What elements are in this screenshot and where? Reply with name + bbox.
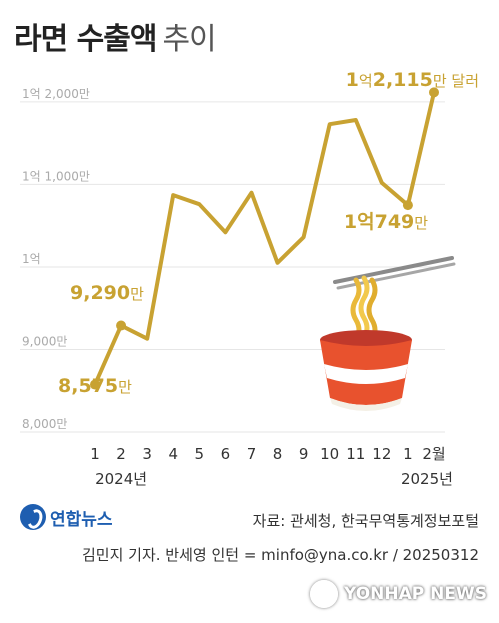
watermark-icon [310, 580, 339, 608]
watermark: YONHAP NEWS [310, 580, 487, 608]
y-tick-label: 1억 [22, 252, 41, 266]
logo-text: 연합뉴스 [50, 509, 113, 530]
data-point [429, 87, 439, 98]
y-tick-label: 1억 1,000만 [22, 169, 90, 183]
source-text: 자료: 관세청, 한국무역통계정보포털 [252, 512, 479, 530]
series-line [93, 90, 436, 387]
data-label: 9,290만 [70, 282, 144, 304]
x-tick-label: 2월 [422, 445, 445, 463]
x-tick-label: 2 [116, 445, 126, 463]
x-tick-label: 5 [195, 445, 205, 463]
y-tick-label: 8,000만 [22, 417, 67, 431]
x-tick-label: 12 [372, 445, 391, 463]
x-tick-label: 11 [346, 445, 365, 463]
y-tick-label: 1억 2,000만 [22, 87, 90, 101]
yonhap-logo: 연합뉴스 [20, 504, 113, 530]
data-label: 1억749만 [344, 211, 428, 233]
y-tick-label: 9,000만 [22, 334, 67, 348]
page-title: 라면 수출액 추이 [14, 14, 217, 58]
title-main: 라면 수출액 [14, 22, 157, 57]
x-tick-label: 1 [403, 445, 413, 463]
x-tick-label: 3 [142, 445, 152, 463]
line-chart: 8,000만 9,000만 1억 1억 1,000만 1억 2,000만 8,575만 9… [20, 69, 479, 488]
x-tick-label: 6 [221, 445, 231, 463]
title-sub: 추이 [162, 22, 216, 57]
credit-text: 김민지 기자. 반세영 인턴 = minfo@yna.co.kr / 20250… [82, 546, 479, 564]
x-tick-label: 7 [247, 445, 257, 463]
x-tick-label: 8 [273, 445, 283, 463]
x-tick-label: 1 [90, 445, 100, 463]
footer: 연합뉴스 자료: 관세청, 한국무역통계정보포털 김민지 기자. 반세영 인턴 … [0, 500, 499, 623]
data-label: 8,575만 [58, 375, 132, 397]
data-points [90, 87, 439, 390]
y-axis-ticks: 8,000만 9,000만 1억 1억 1,000만 1억 2,000만 [22, 87, 90, 431]
x-tick-label: 4 [168, 445, 178, 463]
x-year-label: 2025년 [401, 470, 453, 488]
watermark-text: YONHAP NEWS [344, 584, 487, 604]
ramen-cup-icon [320, 256, 456, 411]
data-labels: 8,575만 9,290만 1억749만 1억2,115만 달러 [58, 69, 479, 397]
data-point [90, 379, 100, 390]
data-label: 1억2,115만 달러 [346, 69, 479, 91]
data-point [116, 320, 127, 331]
x-tick-label: 10 [320, 445, 339, 463]
x-year-label: 2024년 [95, 470, 147, 488]
yonhap-logo-icon [20, 504, 46, 530]
x-tick-label: 9 [299, 445, 309, 463]
data-point [402, 200, 413, 211]
